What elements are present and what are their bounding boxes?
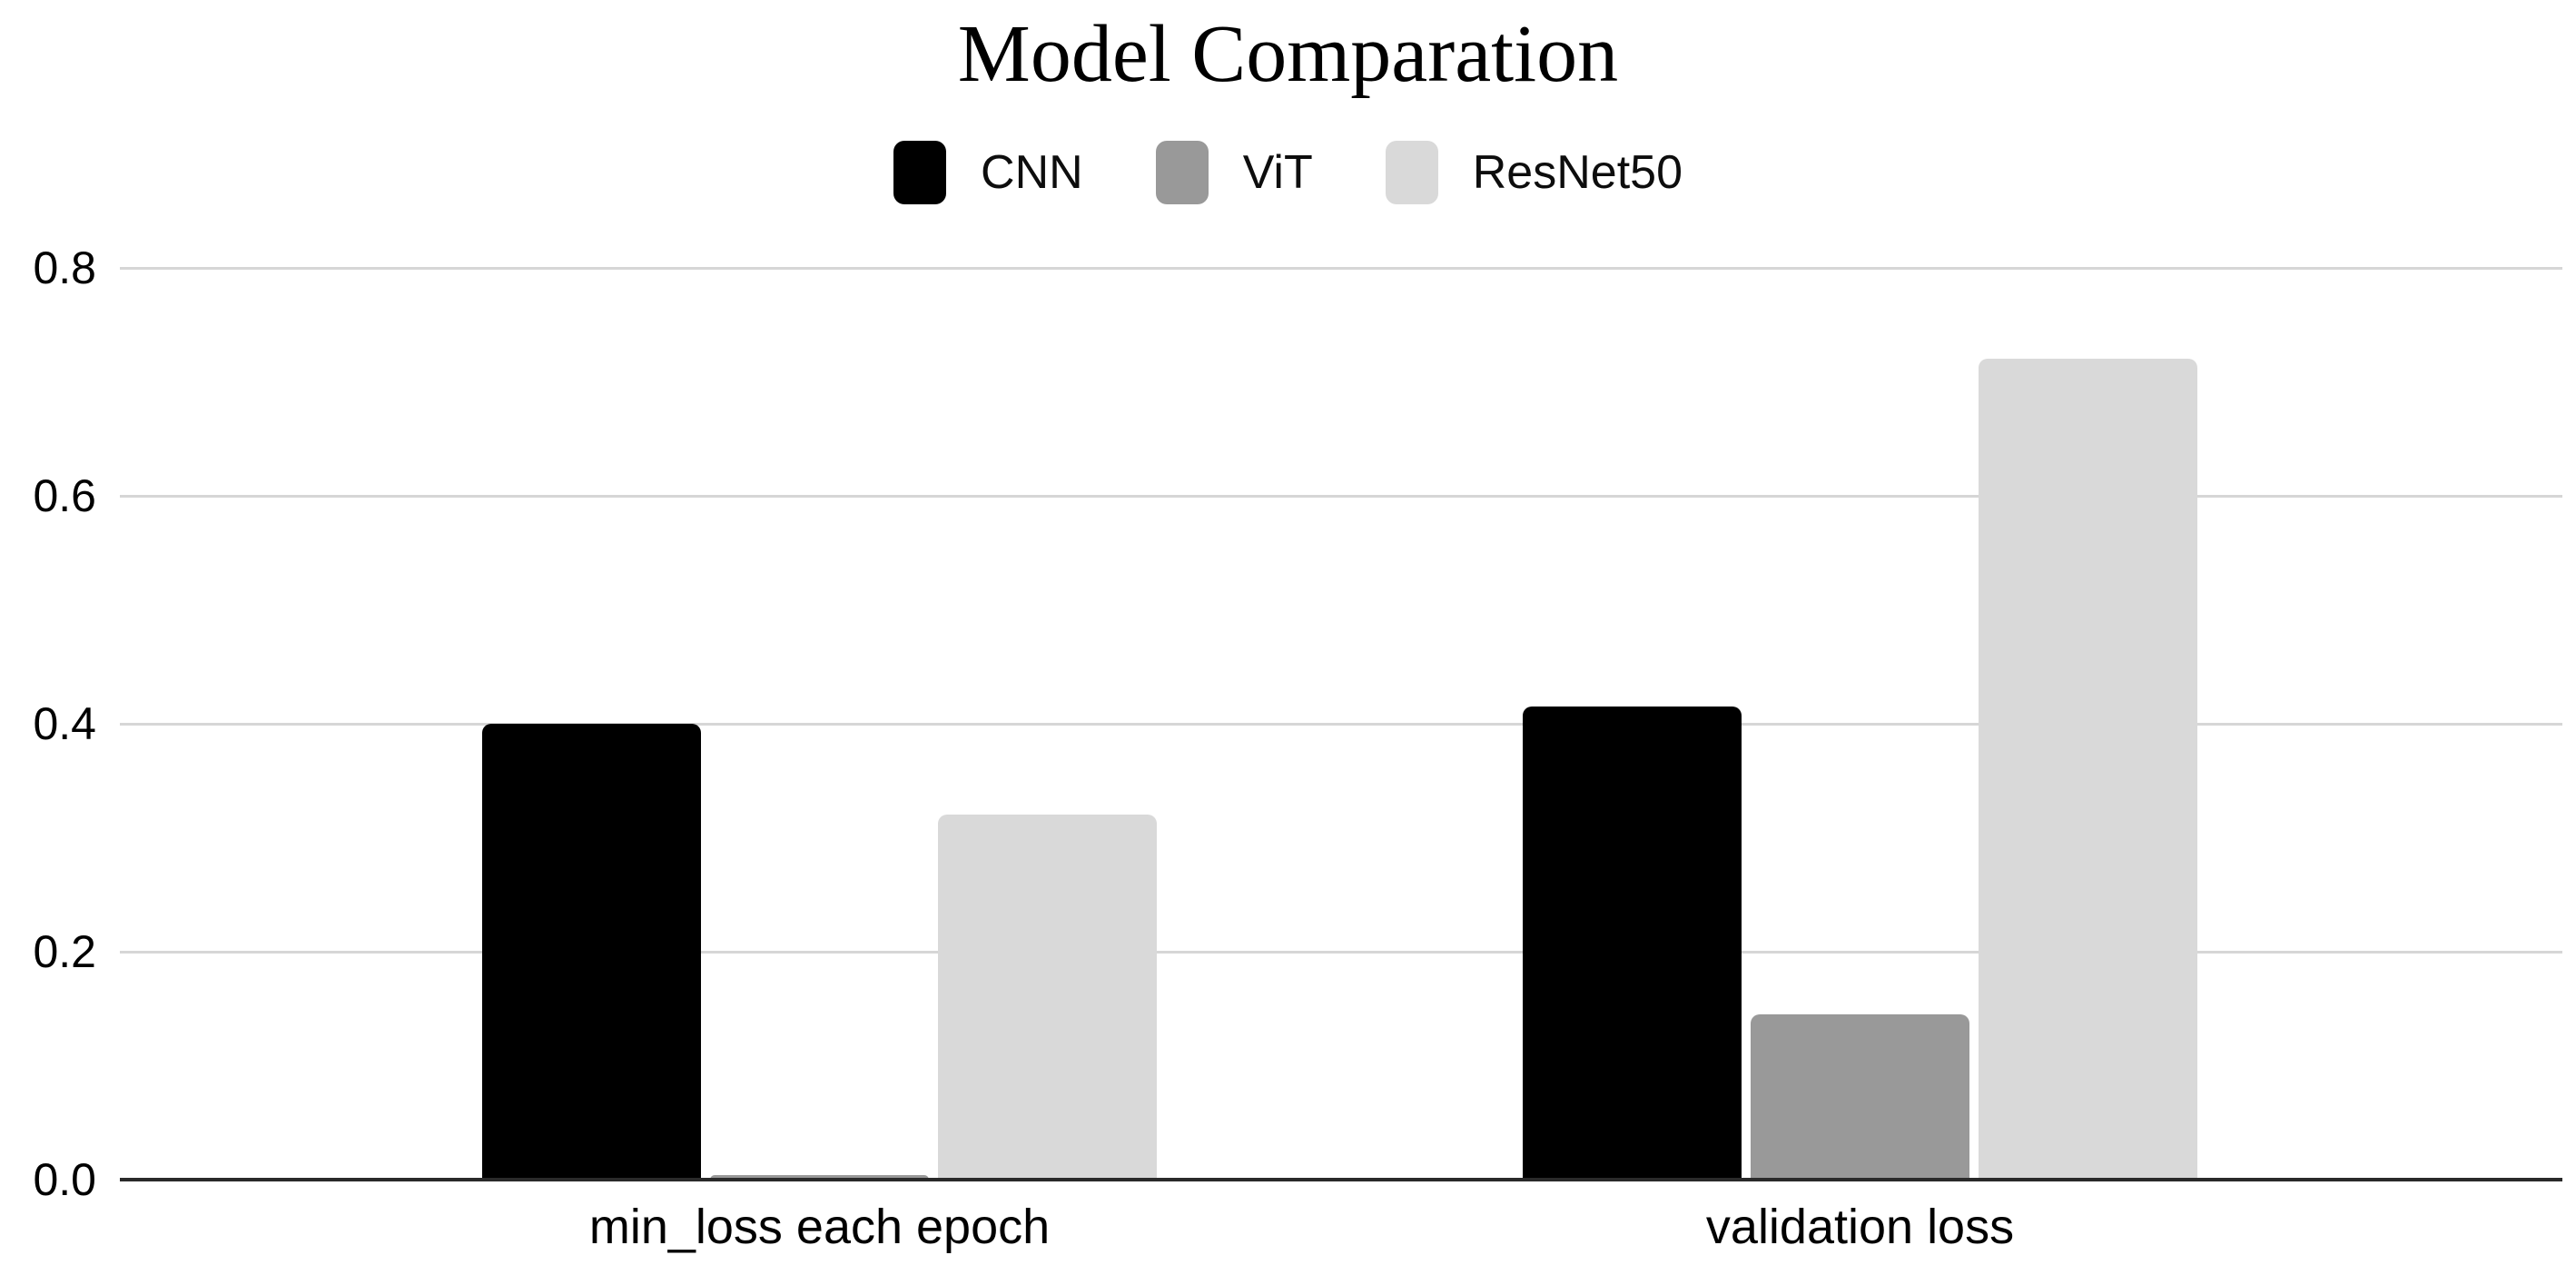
x-axis-category-label: min_loss each epoch (588, 1200, 1051, 1254)
bar-resnet50-1 (938, 815, 1157, 1180)
y-axis-tick-label: 0.0 (33, 1154, 96, 1205)
x-axis-line (120, 1178, 2562, 1181)
y-axis-tick-label: 0.4 (33, 698, 96, 749)
legend-swatch-icon (1385, 141, 1438, 204)
chart-legend: CNN ViT ResNet50 (0, 141, 2576, 204)
y-axis-tick-label: 0.8 (33, 242, 96, 293)
gridline (120, 495, 2562, 498)
bar-vit-1 (710, 1175, 929, 1180)
chart-title: Model Comparation (957, 9, 1619, 99)
y-axis-tick-label: 0.2 (33, 926, 96, 977)
legend-swatch-icon (893, 141, 947, 204)
bar-resnet50-2 (1979, 359, 2197, 1180)
bar-vit-2 (1751, 1014, 1969, 1180)
legend-swatch-icon (1155, 141, 1209, 204)
bar-cnn-1 (482, 724, 701, 1180)
gridline (120, 267, 2562, 270)
y-axis-tick-label: 0.6 (33, 470, 96, 521)
legend-item-vit: ViT (1155, 141, 1313, 204)
gridline (120, 723, 2562, 726)
gridline (120, 951, 2562, 954)
legend-item-resnet50: ResNet50 (1385, 141, 1683, 204)
legend-item-cnn: CNN (893, 141, 1083, 204)
bar-cnn-2 (1523, 707, 1742, 1180)
x-axis-category-label: validation loss (1705, 1200, 2015, 1254)
legend-label: ViT (1242, 146, 1313, 199)
legend-label: CNN (981, 146, 1083, 199)
legend-label: ResNet50 (1472, 146, 1683, 199)
